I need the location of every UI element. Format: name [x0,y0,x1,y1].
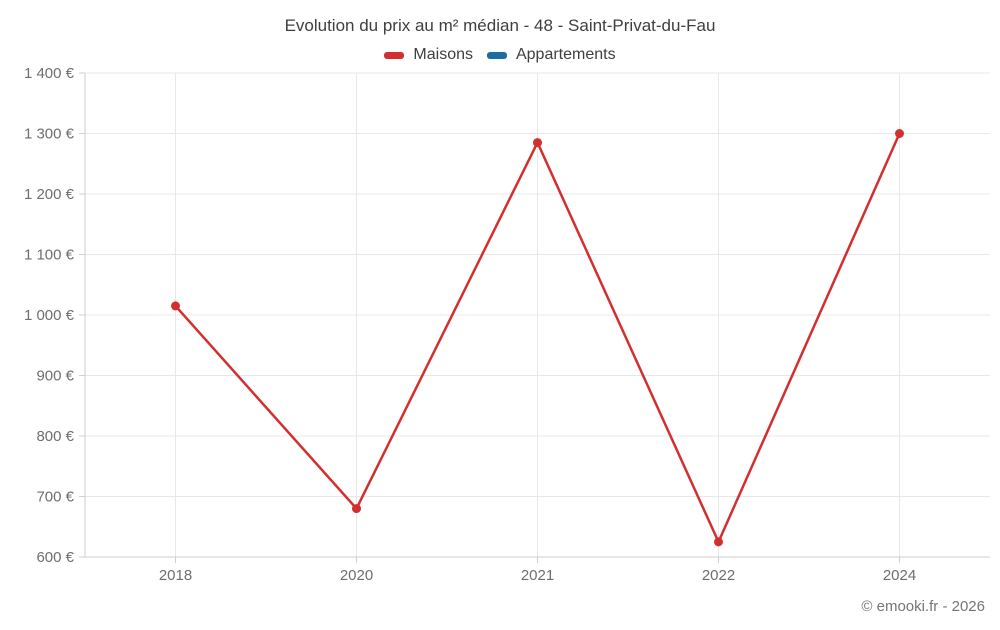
x-axis-label: 2020 [340,567,373,584]
x-axis-label: 2022 [702,567,735,584]
legend-item-appartements[interactable]: Appartements [486,46,616,64]
y-axis-label: 800 € [36,428,74,445]
appartements-swatch-icon [486,51,507,59]
copyright-text: © emooki.fr - 2026 [861,598,985,615]
maisons-point-2020[interactable] [352,504,361,514]
y-axis-label: 1 000 € [24,307,75,324]
maisons-point-2024[interactable] [895,129,904,138]
legend-item-maisons[interactable]: Maisons [384,46,473,64]
chart-title: Evolution du prix au m² médian - 48 - Sa… [284,16,716,35]
y-axis-label: 1 200 € [24,186,75,203]
y-axis-label: 1 300 € [24,126,75,143]
legend: Maisons Appartements [0,46,1000,64]
legend-label-appartements: Appartements [515,46,616,63]
x-axis-label: 2021 [521,567,554,584]
y-axis-label: 600 € [36,549,74,566]
y-axis-label: 900 € [36,368,74,385]
legend-label-maisons: Maisons [413,46,473,63]
x-axis-label: 2018 [159,567,192,584]
y-axis-label: 1 400 € [24,65,75,82]
y-axis-label: 1 100 € [24,247,75,264]
y-axis-label: 700 € [36,489,74,506]
maisons-point-2022[interactable] [714,537,723,547]
maisons-point-2021[interactable] [533,138,542,148]
x-axis-label: 2024 [883,567,916,584]
maisons-swatch-icon [384,51,405,59]
maisons-point-2018[interactable] [171,301,180,311]
